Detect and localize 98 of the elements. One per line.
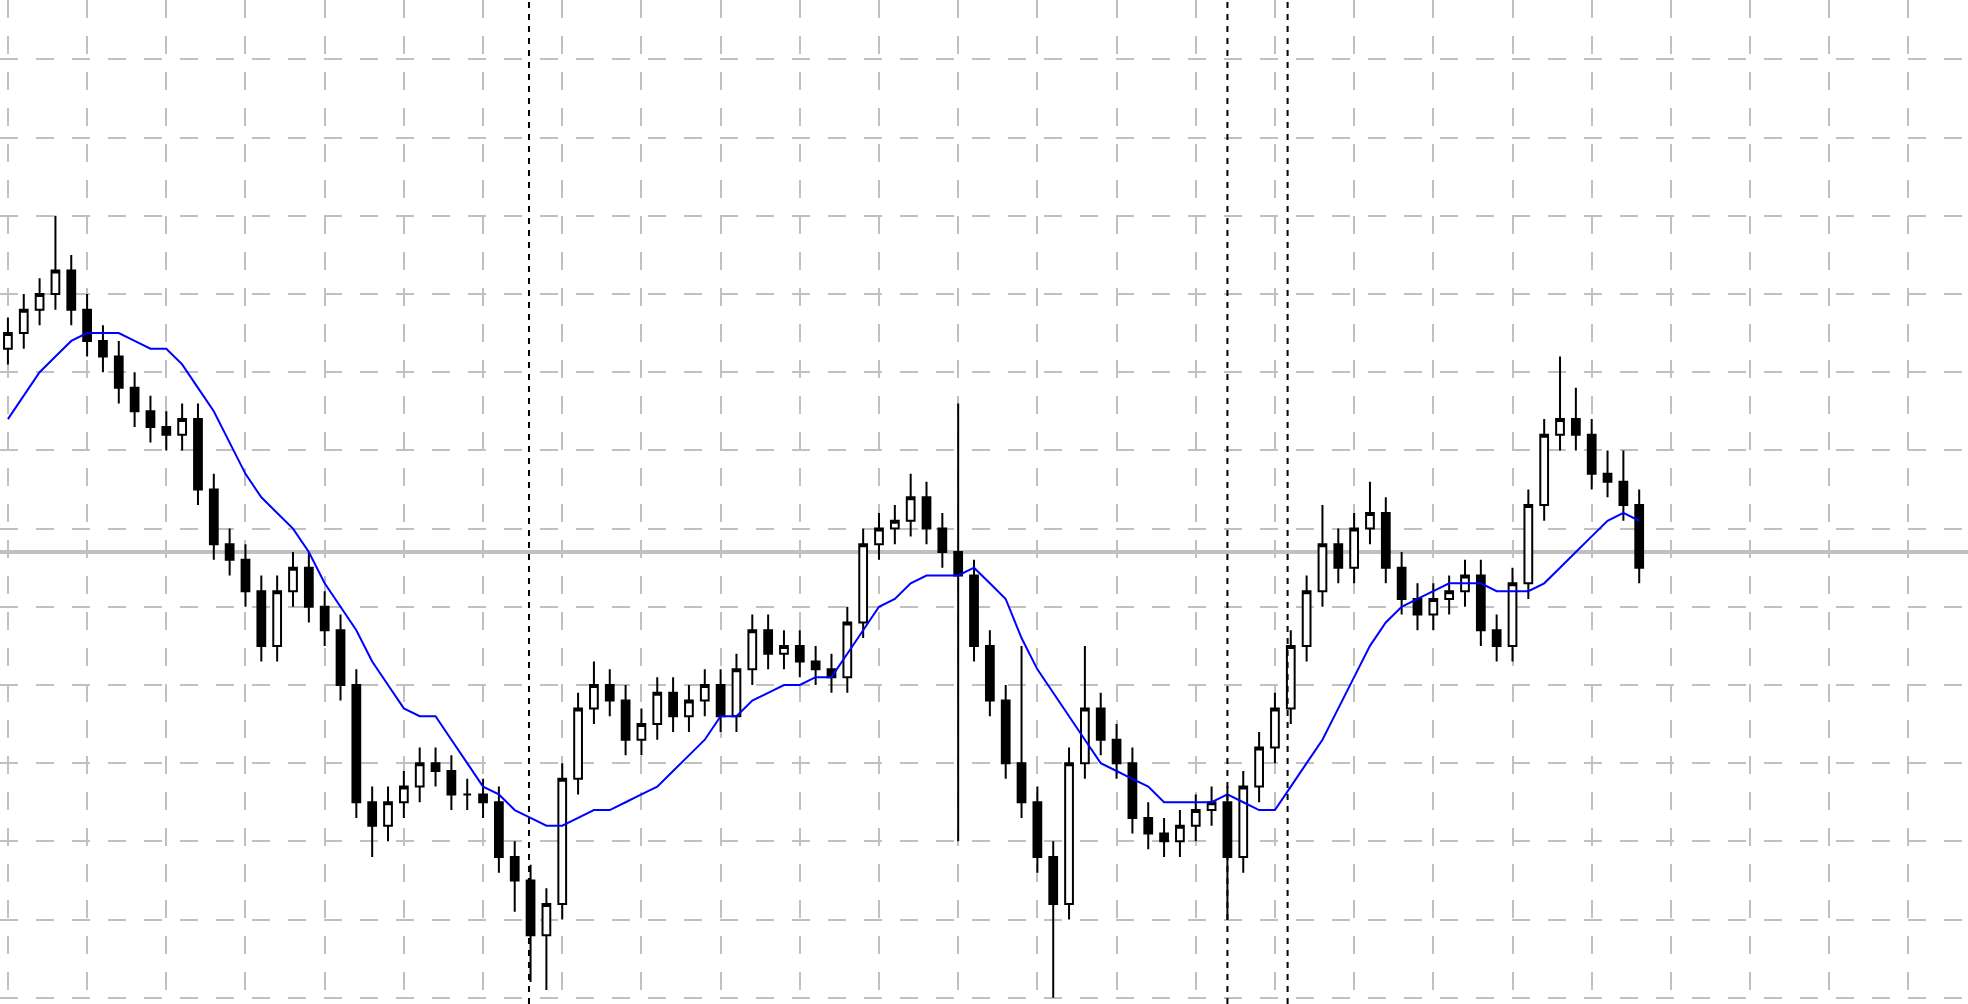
candlestick xyxy=(636,707,647,757)
candlestick xyxy=(1175,809,1185,858)
candlestick xyxy=(272,574,283,663)
candlestick xyxy=(509,840,520,913)
candlestick xyxy=(1570,386,1581,452)
candlestick xyxy=(1080,644,1090,780)
candlestick xyxy=(1396,551,1407,616)
candlestick xyxy=(794,629,805,679)
candlestick xyxy=(462,777,473,812)
candlestick xyxy=(1412,582,1423,632)
candlestick xyxy=(446,754,457,812)
candlestick xyxy=(1428,582,1439,632)
candlestick xyxy=(557,762,568,921)
candlestick xyxy=(18,293,29,350)
candlestick xyxy=(1016,644,1027,819)
candlestick xyxy=(668,676,678,733)
candlestick xyxy=(1032,785,1043,874)
candlestick xyxy=(1048,840,1059,999)
candlestick xyxy=(98,324,108,374)
candlestick xyxy=(113,339,124,405)
candlestick xyxy=(1317,504,1328,608)
candlestick xyxy=(1475,558,1486,647)
candlestick xyxy=(1143,801,1154,851)
candlestick xyxy=(1206,785,1217,827)
candlestick xyxy=(1254,730,1264,804)
candlestick xyxy=(1333,527,1344,585)
candlestick xyxy=(66,253,77,327)
candlestick xyxy=(288,551,298,608)
candlestick xyxy=(984,629,995,718)
candlestick xyxy=(1127,746,1138,835)
candlestick xyxy=(1555,355,1565,452)
candlestick xyxy=(573,691,583,796)
candlestick xyxy=(699,668,710,718)
candlestick xyxy=(129,371,140,428)
candlestick xyxy=(842,605,853,694)
candlestick xyxy=(715,668,726,733)
candlestick xyxy=(193,402,203,507)
candlestick xyxy=(145,394,156,444)
candlestick xyxy=(1507,566,1518,663)
candlestick xyxy=(1602,449,1613,499)
candlestick xyxy=(303,551,314,624)
candlestick xyxy=(1095,691,1106,757)
candlestick xyxy=(1460,558,1470,608)
candlestick xyxy=(747,613,758,686)
candlestick xyxy=(1586,418,1597,491)
candlestick xyxy=(430,746,441,788)
candlestick xyxy=(810,644,821,686)
candlestick xyxy=(1301,574,1312,663)
candlestick xyxy=(177,402,188,452)
candlestick xyxy=(858,527,869,640)
candlestick xyxy=(1349,511,1359,585)
candlestick xyxy=(1111,723,1122,780)
candlestick xyxy=(1270,691,1280,765)
candlestick xyxy=(335,613,346,702)
candlestick xyxy=(1618,449,1629,522)
candlestick xyxy=(874,511,884,561)
candlestick xyxy=(589,660,599,726)
candlestick xyxy=(414,746,425,804)
candlestick xyxy=(1064,746,1074,921)
candlestick xyxy=(905,472,916,538)
candlestick xyxy=(889,504,900,546)
candlestick xyxy=(1380,496,1391,585)
candlestick xyxy=(541,887,552,991)
candlestick xyxy=(50,214,61,311)
candlestick xyxy=(398,769,409,819)
candlestick xyxy=(478,777,488,819)
candlestick xyxy=(161,410,172,452)
candlestick xyxy=(969,558,979,663)
candlestick xyxy=(319,590,330,647)
candlestick xyxy=(763,613,774,671)
candlestick xyxy=(34,277,45,327)
candlestick xyxy=(351,668,362,819)
candlestick xyxy=(224,527,235,577)
candlestick xyxy=(1190,793,1201,843)
candlestick xyxy=(367,785,378,858)
candlestick xyxy=(1444,574,1455,616)
candlestick xyxy=(82,293,92,358)
candlestick xyxy=(779,629,789,671)
candlestick xyxy=(208,472,219,561)
candlestick xyxy=(604,668,615,718)
candlestick xyxy=(1238,769,1249,874)
candlestick xyxy=(620,683,631,757)
candlestick xyxy=(1365,480,1375,546)
candlestick xyxy=(494,785,504,874)
candlestick xyxy=(731,652,742,733)
candlestick xyxy=(937,511,948,569)
candlestick xyxy=(684,683,694,733)
candlestick xyxy=(1523,488,1534,600)
candlestick xyxy=(383,785,393,843)
candlestick xyxy=(256,574,267,663)
candlestick xyxy=(1159,816,1169,858)
candlestick xyxy=(921,480,932,546)
candlestick xyxy=(652,676,663,741)
candlestick xyxy=(240,543,251,608)
candlestick xyxy=(1000,683,1011,780)
candlestick xyxy=(1491,613,1502,663)
candlestick xyxy=(1539,418,1550,522)
candlestick xyxy=(1634,488,1645,585)
